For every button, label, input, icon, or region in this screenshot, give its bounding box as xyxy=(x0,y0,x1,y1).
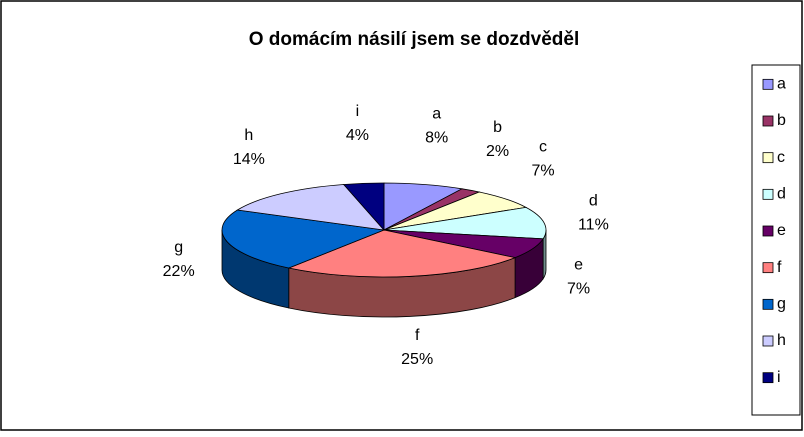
legend-swatch xyxy=(762,298,774,310)
slice-category: h xyxy=(244,127,253,144)
slice-label: 4% xyxy=(346,127,369,144)
legend-label: e xyxy=(777,222,786,239)
slice-category: b xyxy=(493,119,502,136)
legend-label: i xyxy=(777,369,781,386)
slice-category: c xyxy=(539,138,547,155)
slice xyxy=(342,182,385,232)
legend-swatch xyxy=(762,372,774,384)
slice-category: f xyxy=(415,327,420,344)
legend-swatch xyxy=(762,152,774,164)
slice-label: 11% xyxy=(578,216,609,233)
slice-category: i xyxy=(356,103,360,120)
legend-label: h xyxy=(777,332,786,349)
slice xyxy=(383,206,547,240)
slice-category: a xyxy=(432,106,441,123)
slice xyxy=(236,184,386,231)
legend-swatch xyxy=(762,335,774,347)
legend-label: g xyxy=(777,296,786,313)
slice-label: 14% xyxy=(233,151,265,168)
legend-swatch xyxy=(762,78,774,90)
slice-label: 8% xyxy=(425,130,448,147)
slice-category: e xyxy=(574,256,583,273)
slice-category: d xyxy=(589,192,598,209)
legend-label: c xyxy=(777,149,785,166)
slice-label: 2% xyxy=(486,143,509,160)
legend-swatch xyxy=(762,262,774,274)
slice xyxy=(287,229,517,278)
legend-box xyxy=(751,64,801,416)
slice-label: 7% xyxy=(567,280,590,297)
legend-swatch xyxy=(762,188,774,200)
slice-category: g xyxy=(174,239,183,256)
legend-label: b xyxy=(777,112,786,129)
legend-label: d xyxy=(777,186,786,203)
legend-swatch xyxy=(762,115,774,127)
slice-label: 7% xyxy=(531,162,554,179)
legend-label: a xyxy=(777,76,786,93)
chart-title: O domácím násilí jsem se dozdvěděl xyxy=(249,29,580,50)
slice-label: 25% xyxy=(401,351,433,368)
legend-label: f xyxy=(777,259,782,276)
slice-label: 22% xyxy=(163,263,195,280)
legend-swatch xyxy=(762,225,774,237)
